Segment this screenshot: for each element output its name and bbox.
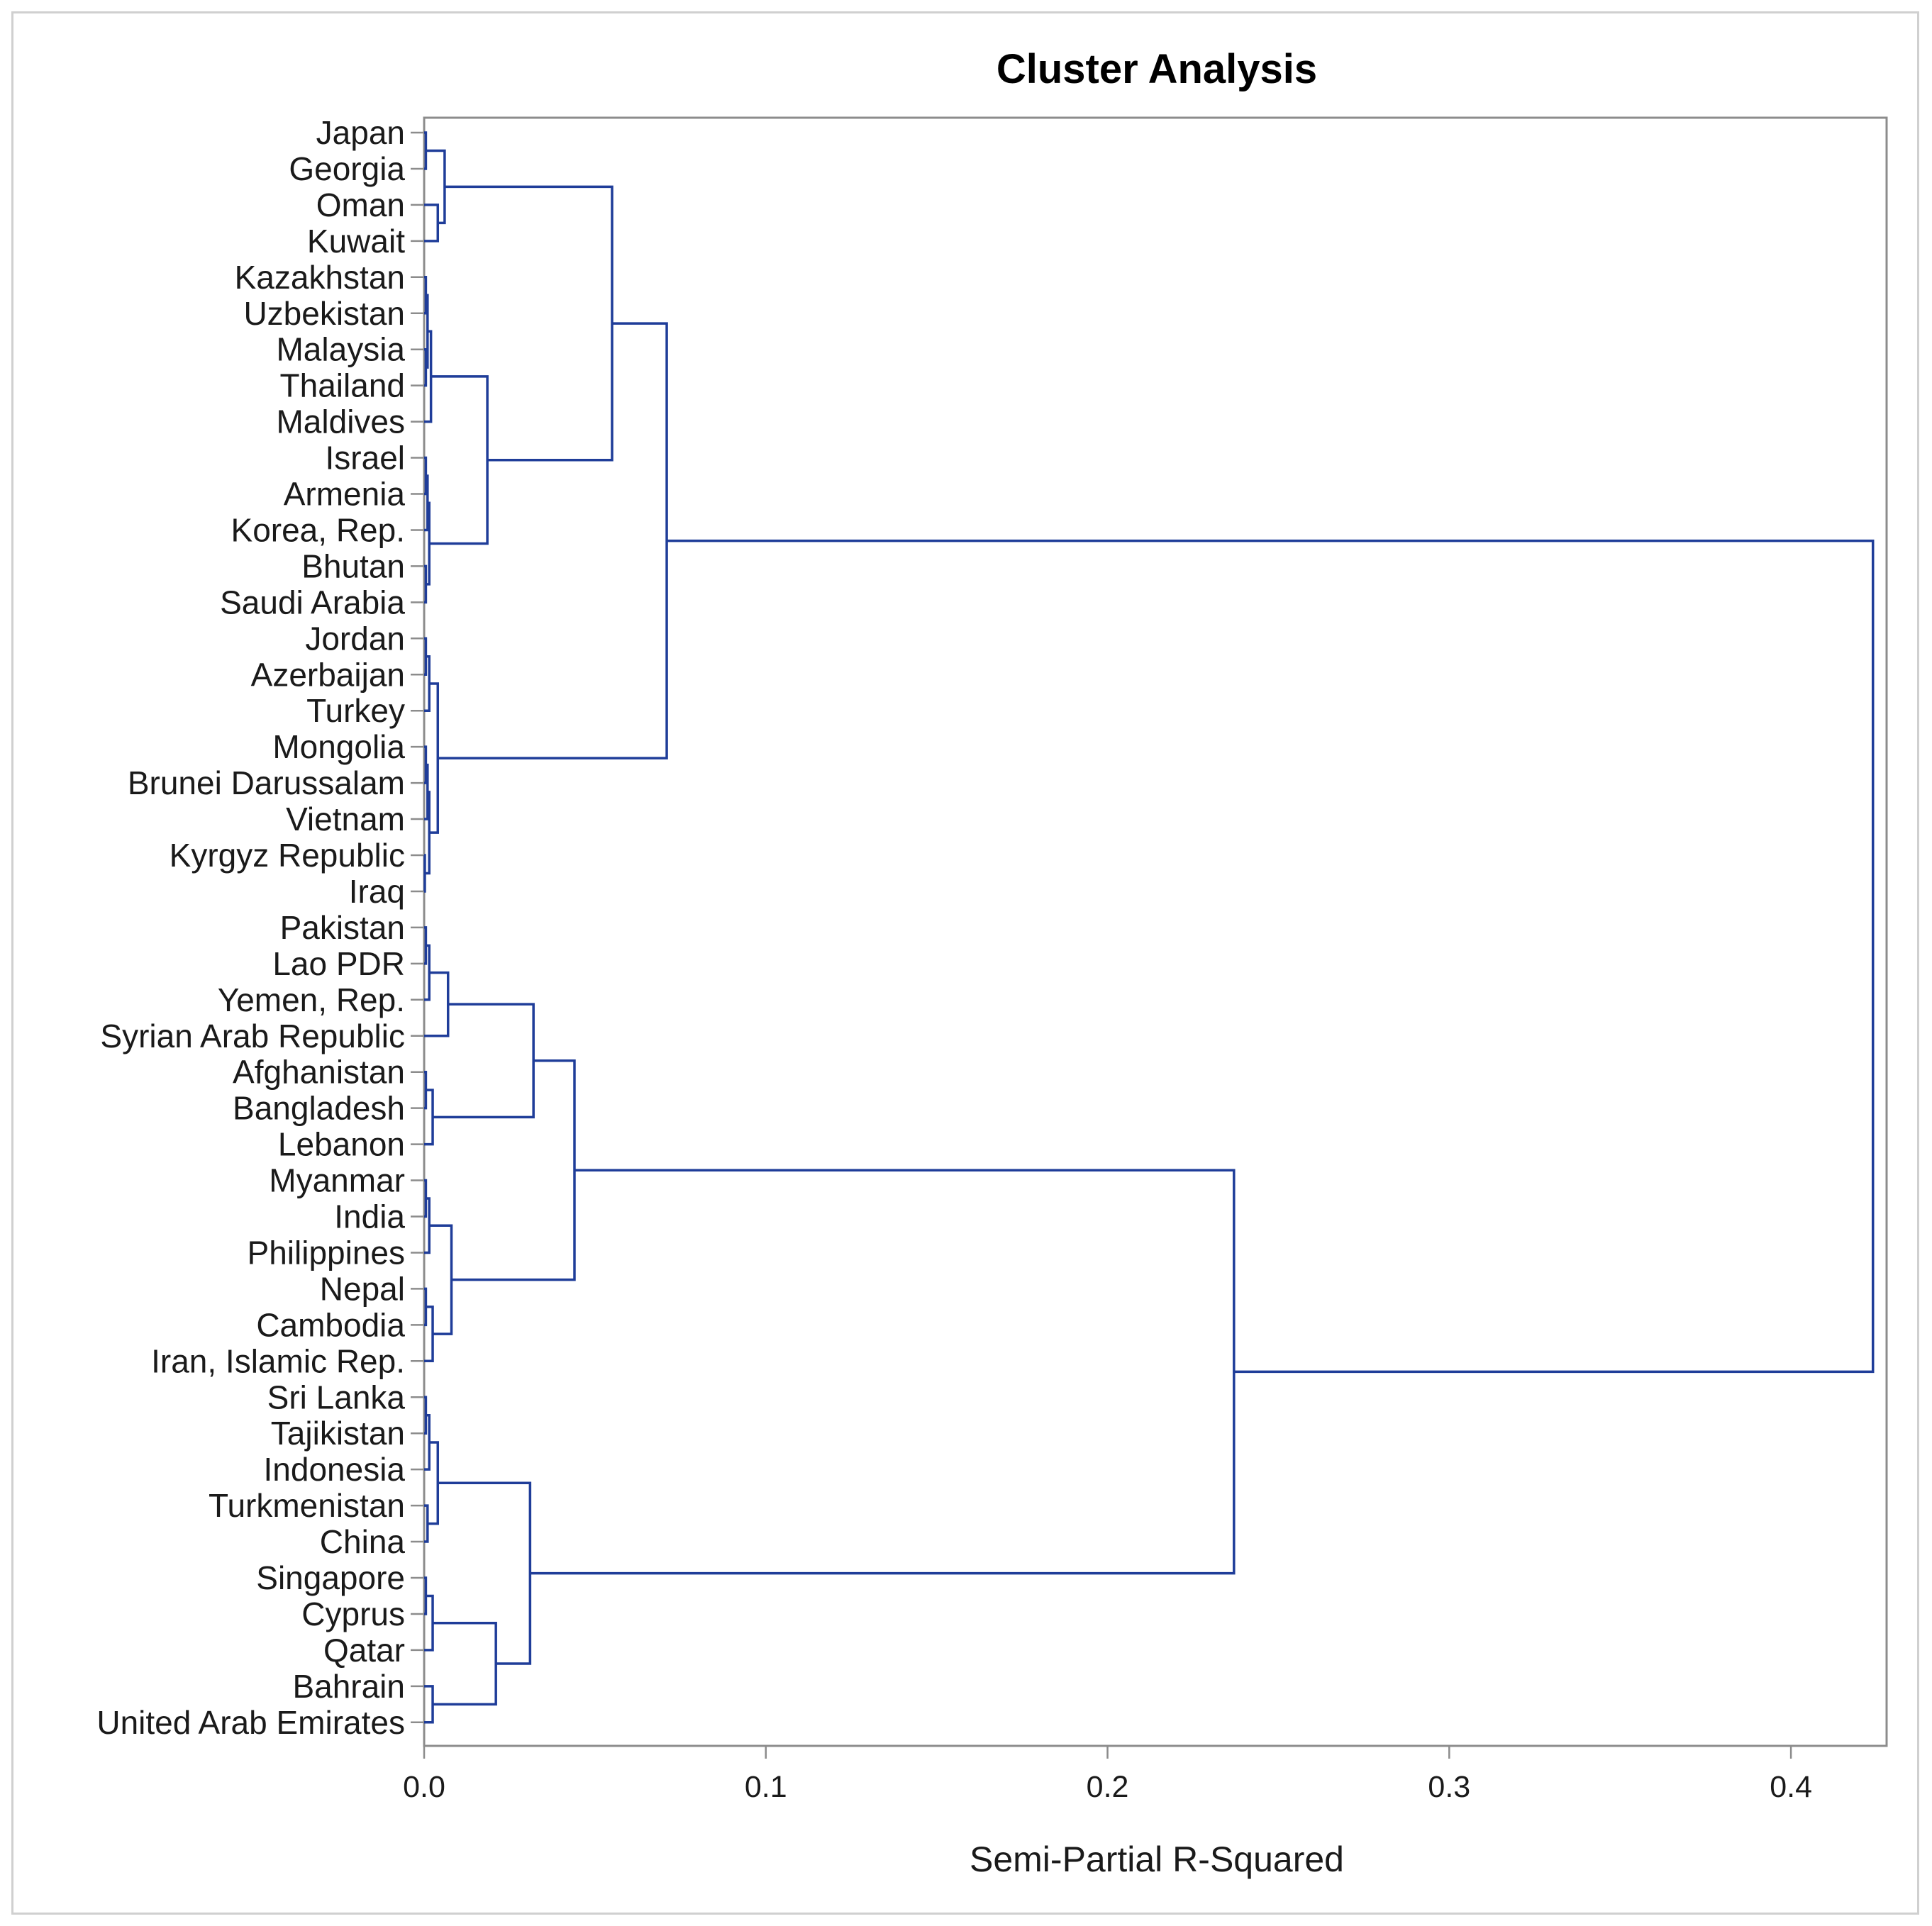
leaf-label: Cambodia [256,1306,405,1343]
leaf-label: Malaysia [276,331,405,368]
x-tick-label: 0.2 [1087,1770,1129,1804]
leaf-label: Indonesia [264,1451,406,1488]
leaf-label: China [320,1523,406,1560]
x-axis-label: Semi-Partial R-Squared [970,1839,1344,1879]
leaf-label: Bhutan [301,547,405,584]
plot-area [423,116,1888,1747]
dendrogram-link-c13 [444,185,614,462]
leaf-label: United Arab Emirates [96,1704,405,1741]
dendrogram-link-c12 [429,375,489,545]
leaf-label: Jordan [305,620,405,657]
leaf-label: Philippines [248,1234,405,1271]
leaf-label: Myanmar [269,1162,405,1199]
leaf-label: Korea, Rep. [231,511,405,548]
leaf-label: Lebanon [278,1126,405,1163]
leaf-label: Afghanistan [233,1054,405,1091]
dendrogram-link-c3 [426,149,446,225]
dendrogram-link-c20 [429,682,440,834]
leaf-label: Turkmenistan [209,1487,405,1524]
x-tick-label: 0.4 [1770,1770,1812,1804]
dendrogram-link-c18 [423,854,426,893]
leaf-label: Pakistan [280,909,405,946]
dendrogram-link-c32 [429,1224,453,1335]
leaf-label: Tajikistan [271,1415,405,1452]
leaf-label: Iraq [349,873,405,910]
leaf-label: India [334,1198,405,1235]
dendrogram-link-c41 [433,1621,497,1706]
leaf-label: Qatar [323,1632,405,1669]
leaf-label: Kazakhstan [235,259,405,296]
leaf-label: Uzbekistan [243,295,405,332]
dendrogram-link-c39 [424,1594,434,1652]
leaf-label: Georgia [289,150,405,187]
leaf-label: Armenia [284,476,406,513]
dendrogram-link-c40 [424,1685,434,1724]
dendrogram-link-c21 [438,322,668,759]
dendrogram-link-c43 [530,1169,1236,1575]
dendrogram-link-c24 [424,971,450,1037]
x-tick-label: 0.1 [745,1770,787,1804]
dendrogram-link-c2 [424,204,440,243]
leaf-label: Lao PDR [272,945,405,982]
leaf-label: Sri Lanka [267,1379,406,1415]
leaf-label: Singapore [256,1559,405,1596]
dendrogram-link-c42 [438,1481,532,1665]
dendrogram-link-c26 [424,1089,434,1146]
leaf-label: Azerbaijan [251,656,405,693]
x-axis: 0.0 0.1 0.2 0.3 0.4 [403,1746,1812,1804]
leaf-label: Nepal [320,1270,405,1307]
leaf-labels: JapanGeorgiaOmanKuwaitKazakhstanUzbekist… [96,114,405,1741]
dendrogram-chart: Cluster Analysis JapanGeorgiaOmanKuwaitK… [96,46,1888,1879]
leaf-label: Cyprus [301,1596,405,1632]
leaf-label: Iran, Islamic Rep. [151,1342,405,1379]
leaf-label: Vietnam [286,801,405,837]
dendrogram-link-c27 [433,1003,535,1119]
leaf-label: Mongolia [272,728,405,765]
leaf-label: Maldives [276,403,405,440]
leaf-label: Israel [326,440,405,477]
tree-links [423,131,1875,1724]
leaf-label: Japan [316,114,405,151]
leaf-label: Syrian Arab Republic [100,1018,405,1054]
x-tick-label: 0.0 [403,1770,445,1804]
leaf-label: Brunei Darussalam [128,764,405,801]
leaf-label: Saudi Arabia [220,584,405,620]
dendrogram-link-c44 [667,539,1875,1374]
leaf-label: Thailand [280,367,405,404]
dendrogram-link-c33 [451,1059,576,1281]
leaf-label: Oman [316,187,405,223]
chart-title: Cluster Analysis [996,46,1317,92]
chart-frame: Cluster Analysis Japan Georgia Oman Kuwait K… [11,11,1919,1915]
leaf-ticks [411,131,424,1724]
leaf-label: Bangladesh [233,1090,405,1127]
leaf-label: Bahrain [292,1668,405,1705]
leaf-label: Yemen, Rep. [218,981,405,1018]
x-tick-label: 0.3 [1428,1770,1470,1804]
dendrogram-link-c7 [424,330,433,423]
dendrogram-link-c31 [424,1306,434,1363]
leaf-label: Kuwait [307,223,405,260]
dendrogram-link-c37 [427,1441,440,1525]
leaf-label: Turkey [306,692,405,729]
leaf-label: Kyrgyz Republic [170,837,405,874]
